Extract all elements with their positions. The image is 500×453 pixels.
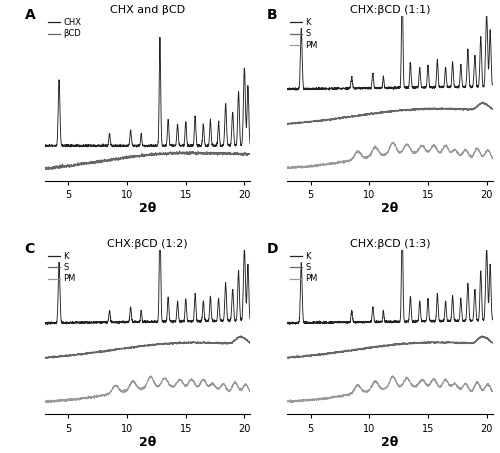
Title: CHX and βCD: CHX and βCD: [110, 5, 185, 15]
Text: D: D: [266, 241, 278, 255]
Legend: K, S, PM: K, S, PM: [48, 252, 76, 284]
Title: CHX:βCD (1:1): CHX:βCD (1:1): [350, 5, 430, 15]
Legend: CHX, βCD: CHX, βCD: [48, 19, 82, 39]
Title: CHX:βCD (1:2): CHX:βCD (1:2): [108, 239, 188, 249]
X-axis label: 2θ: 2θ: [381, 202, 398, 215]
Legend: K, S, PM: K, S, PM: [290, 19, 318, 49]
Text: C: C: [24, 241, 34, 255]
Title: CHX:βCD (1:3): CHX:βCD (1:3): [350, 239, 430, 249]
X-axis label: 2θ: 2θ: [139, 436, 156, 449]
X-axis label: 2θ: 2θ: [381, 436, 398, 449]
Text: A: A: [24, 8, 35, 22]
X-axis label: 2θ: 2θ: [139, 202, 156, 215]
Legend: K, S, PM: K, S, PM: [290, 252, 318, 284]
Text: B: B: [266, 8, 278, 22]
